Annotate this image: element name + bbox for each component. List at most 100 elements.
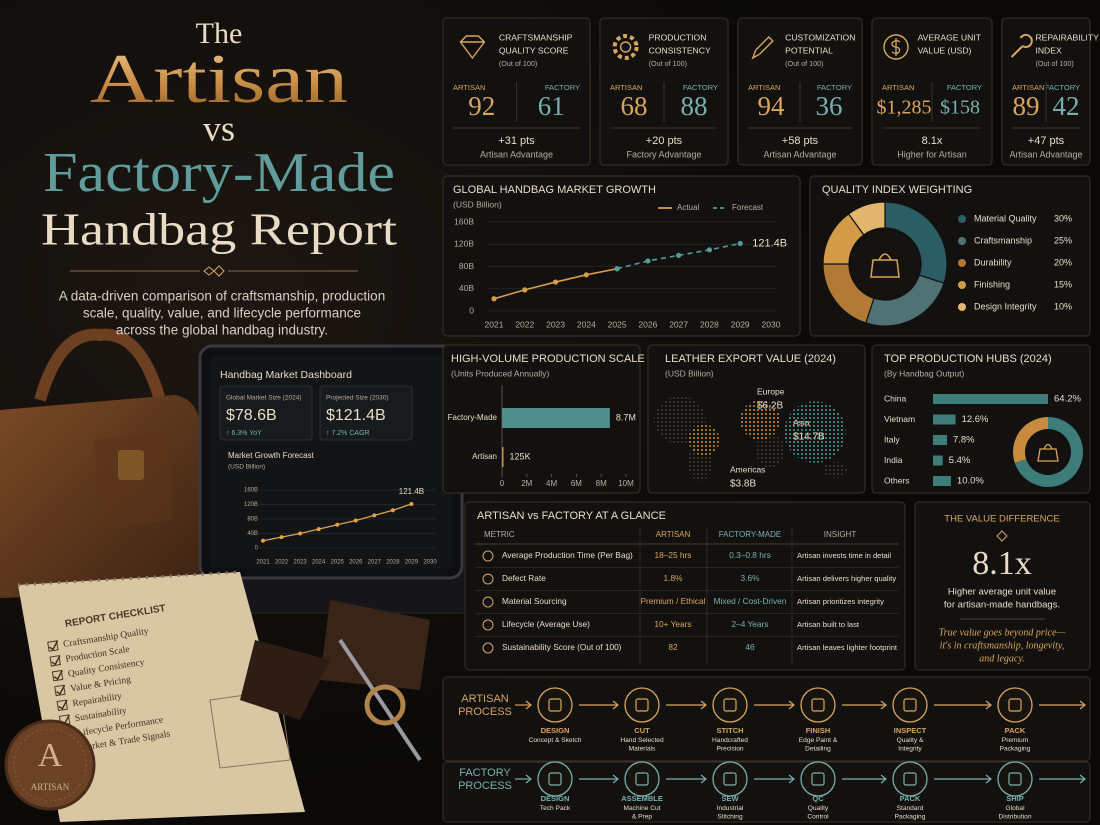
step-desc: Industrial (717, 805, 744, 812)
process-panel (442, 761, 1091, 823)
kpi-label: FACTORY (683, 83, 718, 92)
table-header: INSIGHT (824, 530, 857, 539)
step-desc: Precision (716, 745, 743, 752)
kpi-value: $158 (940, 97, 980, 119)
x-tick-label: 2021 (256, 560, 270, 566)
y-tick-label: 80B (247, 517, 258, 523)
table-cell: 46 (745, 642, 755, 652)
step-desc: Standard (897, 805, 924, 812)
kpi-verdict: Artisan Advantage (480, 149, 553, 159)
chart-title: LEATHER EXPORT VALUE (2024) (665, 353, 836, 365)
region-value: $14.7B (793, 432, 825, 443)
row-icon (482, 619, 494, 631)
category-label: Artisan (472, 452, 497, 461)
table-cell: 18–25 hrs (655, 550, 692, 560)
step-name: PACK (900, 794, 921, 803)
step-name: INSPECT (894, 726, 927, 735)
table-cell: Artisan delivers higher quality (797, 574, 896, 583)
legend-swatch (958, 281, 966, 289)
x-tick-label: 10M (618, 479, 634, 488)
annotation: 121.4B (752, 237, 787, 249)
category-label: China (884, 393, 906, 403)
x-tick-label: 2026 (349, 560, 363, 566)
stat-change: ↑ 6.3% YoY (226, 430, 262, 437)
bar (502, 408, 610, 428)
step-desc: Handcrafted (712, 737, 748, 744)
row-icon (482, 642, 494, 654)
row-icon (482, 596, 494, 608)
step-name: ASSEMBLE (621, 794, 663, 803)
check (58, 699, 68, 710)
value-label: 7.8% (953, 435, 975, 446)
step-name: QC (812, 794, 824, 803)
step-icon (997, 761, 1033, 797)
kpi-verdict: Factory Advantage (626, 149, 701, 159)
arrow-head (880, 774, 887, 784)
icon (1010, 33, 1033, 58)
y-tick-label: 40B (459, 283, 474, 293)
row-icon (482, 550, 494, 562)
kpi-value: 88 (681, 91, 708, 121)
panel (442, 175, 801, 337)
step-glyph (723, 772, 737, 786)
x-tick-label: 2022 (515, 319, 534, 329)
kpi-label: ARTISAN (1012, 83, 1044, 92)
kpi-delta: 8.1x (922, 135, 943, 147)
kpi-title: POTENTIAL (785, 45, 833, 55)
step-desc: Integrity (898, 745, 922, 752)
data-point (390, 508, 395, 513)
data-point (614, 266, 620, 272)
kpi-label: ARTISAN (882, 83, 914, 92)
step-icon (624, 687, 660, 723)
data-point (552, 279, 559, 285)
step-desc: Quality & (897, 737, 924, 744)
step-glyph (635, 698, 649, 712)
step-icon (537, 687, 573, 723)
arrow-head (525, 774, 532, 784)
bar (933, 455, 943, 466)
step-icon (712, 761, 748, 797)
process-label: PROCESS (458, 780, 512, 792)
world-dots (823, 462, 847, 478)
x-tick-label: 2025 (608, 319, 627, 329)
kpi-label: ARTISAN (610, 83, 642, 92)
table-cell: Lifecycle (Average Use) (502, 619, 590, 629)
x-tick-label: 2027 (368, 560, 382, 566)
region-bubble (784, 401, 846, 463)
step-desc: Control (807, 813, 829, 820)
leather-scrap (320, 600, 430, 690)
value-quote: it's in craftsmanship, longevity, (940, 640, 1065, 651)
kpi-delta: +20 pts (646, 135, 683, 147)
data-point (409, 501, 414, 506)
data-point (353, 518, 358, 523)
scissors (338, 638, 422, 762)
x-tick-label: 2029 (731, 319, 750, 329)
region-label: Europe (757, 386, 785, 396)
table-cell: 0.3–0.8 hrs (729, 550, 771, 560)
table-cell: Average Production Time (Per Bag) (502, 550, 633, 560)
x-tick-label: 2027 (669, 319, 688, 329)
process-label: FACTORY (459, 767, 511, 779)
check (53, 670, 63, 681)
x-tick-label: 2030 (423, 560, 437, 566)
step-name: STITCH (716, 726, 743, 735)
value-quote: and legacy. (979, 653, 1025, 664)
world-dots (756, 432, 784, 468)
value-caption: Higher average unit value (948, 587, 1056, 598)
table-cell: 3.6% (741, 573, 761, 583)
region-bubble (740, 400, 780, 440)
data-point (372, 513, 377, 518)
chart-subtitle: (USD Billion) (453, 199, 502, 209)
kpi-title: VALUE (USD) (918, 45, 972, 55)
region-label: Americas (730, 464, 765, 474)
y-tick-label: 120B (244, 502, 258, 508)
data-point (583, 272, 589, 278)
step-glyph (548, 698, 562, 712)
y-tick-label: 40B (247, 531, 258, 537)
x-tick-label: 4M (546, 479, 557, 488)
check (56, 684, 66, 696)
bag-icon (870, 253, 900, 278)
kpi-value: 94 (758, 91, 786, 121)
bar (933, 435, 947, 445)
